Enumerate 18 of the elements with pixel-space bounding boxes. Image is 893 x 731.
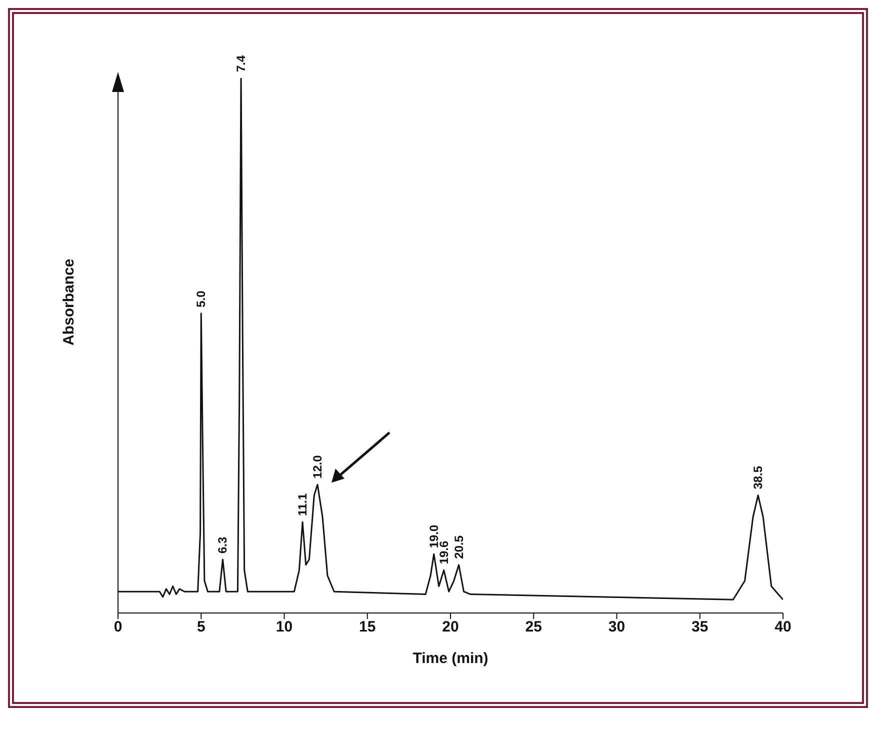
y-axis-title: Absorbance <box>60 258 78 346</box>
annotation: 20.5 <box>452 535 466 559</box>
annotation: 11.1 <box>296 493 310 516</box>
x-tick-label: 0 <box>114 618 122 636</box>
x-tick-label: 15 <box>359 618 376 636</box>
x-tick-label: 30 <box>608 618 626 636</box>
annotation: 7.4 <box>234 54 248 72</box>
annotation: 12.0 <box>310 454 324 479</box>
x-tick-label: 25 <box>525 618 542 636</box>
x-tick-label: 20 <box>442 618 459 636</box>
x-tick-label: 35 <box>692 618 708 636</box>
annotation: 6.3 <box>216 536 230 554</box>
annotation: 38.5 <box>751 466 766 490</box>
x-tick-label: 5 <box>196 618 206 636</box>
x-tick-label: 10 <box>276 618 293 636</box>
x-axis-title: Time (min) <box>412 650 488 667</box>
x-tick-label: 40 <box>774 618 792 636</box>
annotation: 5.0 <box>194 290 208 308</box>
